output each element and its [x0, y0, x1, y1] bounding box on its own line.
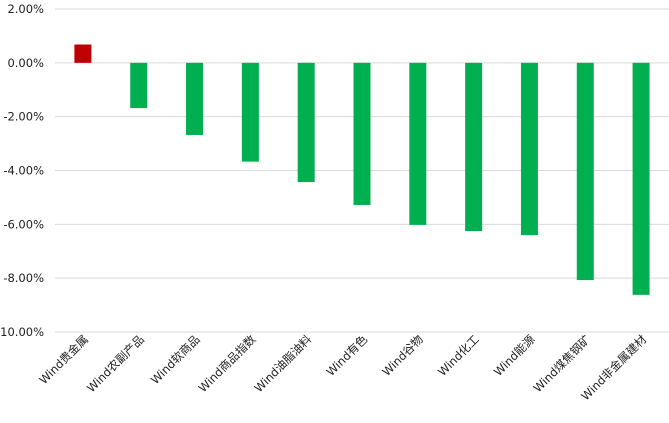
- y-tick-label: 2.00%: [7, 2, 44, 16]
- x-category-label: Wind油脂油料: [251, 332, 314, 395]
- y-tick-label: -10.00%: [0, 325, 44, 339]
- bar: [74, 44, 92, 63]
- bar: [130, 62, 148, 109]
- bars: [74, 44, 650, 295]
- bar: [576, 62, 594, 281]
- bar: [465, 62, 483, 232]
- x-category-label: Wind农副产品: [84, 332, 147, 395]
- y-tick-label: -8.00%: [3, 271, 44, 285]
- y-tick-label: 0.00%: [7, 56, 44, 70]
- bar: [297, 62, 315, 183]
- x-category-label: Wind煤焦钢矿: [531, 332, 594, 395]
- x-category-label: Wind谷物: [379, 332, 426, 379]
- y-tick-label: -4.00%: [3, 164, 44, 178]
- bar: [353, 62, 371, 205]
- y-tick-label: -6.00%: [3, 217, 44, 231]
- bar: [409, 62, 427, 225]
- bar: [632, 62, 650, 295]
- y-axis-ticks: 2.00% 0.00% -2.00% -4.00% -6.00% -8.00% -10.00…: [0, 2, 44, 339]
- x-category-label: Wind能源: [491, 332, 538, 379]
- bar: [520, 62, 538, 236]
- y-tick-label: -2.00%: [3, 110, 44, 124]
- x-category-label: Wind软商品: [148, 332, 203, 387]
- bar: [241, 62, 259, 162]
- x-category-label: Wind商品指数: [196, 332, 259, 395]
- bar: [186, 62, 204, 135]
- x-category-label: Wind化工: [435, 332, 482, 379]
- x-category-label: Wind有色: [324, 332, 371, 379]
- x-category-label: Wind贵金属: [36, 332, 91, 387]
